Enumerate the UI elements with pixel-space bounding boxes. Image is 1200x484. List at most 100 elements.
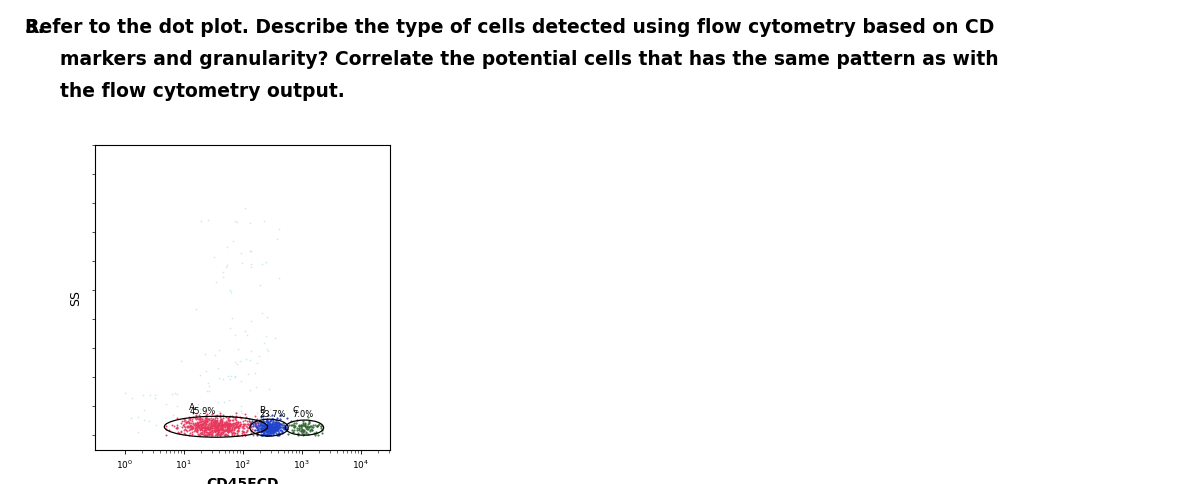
Point (209, 346, 228, 353)
Point (210, 424, 229, 432)
Point (121, 414, 140, 422)
Point (258, 432, 277, 439)
Point (218, 424, 238, 431)
Point (218, 420, 238, 427)
Point (187, 419, 206, 427)
Point (190, 418, 209, 426)
Point (302, 424, 322, 431)
Point (257, 346, 276, 353)
Point (198, 387, 217, 394)
Point (190, 411, 209, 419)
Point (247, 409, 266, 417)
Point (192, 423, 211, 430)
Point (139, 417, 158, 424)
Point (218, 420, 238, 428)
Point (244, 422, 263, 430)
Text: A: A (190, 403, 196, 412)
Point (216, 426, 235, 434)
Point (252, 260, 271, 268)
Point (190, 414, 209, 422)
Point (194, 427, 214, 435)
Point (253, 418, 272, 426)
Point (208, 431, 227, 439)
Point (248, 419, 268, 427)
Point (202, 430, 221, 438)
Point (134, 406, 154, 414)
Point (122, 394, 142, 402)
Point (259, 425, 278, 433)
Point (194, 422, 214, 429)
Point (242, 420, 262, 428)
Point (202, 421, 221, 428)
Point (217, 262, 236, 270)
Point (209, 374, 228, 382)
Point (265, 427, 284, 435)
Point (266, 424, 286, 431)
Point (194, 423, 214, 430)
Point (269, 429, 288, 437)
Point (259, 432, 278, 439)
Point (197, 417, 216, 424)
Point (268, 420, 287, 427)
Text: 45.9%: 45.9% (190, 407, 216, 416)
Point (226, 408, 245, 416)
Point (197, 426, 216, 434)
Point (238, 427, 257, 435)
Point (269, 430, 288, 438)
Point (220, 396, 239, 404)
Point (258, 425, 277, 433)
Point (214, 422, 233, 429)
Point (264, 425, 283, 433)
Point (198, 422, 217, 429)
Point (199, 425, 218, 433)
Point (233, 425, 252, 433)
Point (199, 415, 218, 423)
Point (215, 427, 234, 435)
Point (202, 414, 221, 422)
Point (181, 414, 200, 422)
Point (268, 423, 287, 431)
Point (176, 418, 196, 425)
Point (235, 417, 254, 424)
Point (202, 418, 221, 426)
Point (208, 420, 227, 428)
Point (222, 426, 241, 434)
Point (214, 426, 233, 434)
Point (253, 422, 272, 430)
Point (226, 331, 245, 339)
Point (188, 421, 208, 429)
Point (259, 426, 278, 434)
Point (304, 423, 323, 431)
Point (259, 421, 278, 428)
Point (266, 416, 286, 424)
Point (246, 429, 265, 437)
Point (269, 226, 288, 233)
Point (254, 427, 274, 435)
Point (203, 426, 222, 434)
Point (196, 415, 215, 423)
Point (226, 423, 245, 430)
Point (268, 424, 287, 432)
Point (180, 429, 199, 437)
Point (205, 419, 224, 426)
Point (214, 428, 233, 436)
Point (238, 423, 257, 431)
Point (234, 423, 253, 430)
Point (242, 425, 262, 433)
Point (208, 417, 227, 424)
Point (216, 423, 235, 431)
Point (276, 424, 295, 431)
Point (204, 422, 223, 430)
Point (300, 417, 319, 425)
Point (217, 432, 236, 439)
Point (265, 423, 284, 430)
Point (168, 428, 187, 436)
Point (208, 422, 227, 430)
Point (196, 417, 215, 425)
Point (168, 421, 187, 428)
Point (270, 424, 289, 432)
Point (203, 424, 222, 432)
Point (204, 417, 223, 424)
Point (188, 420, 208, 428)
Point (311, 423, 330, 430)
